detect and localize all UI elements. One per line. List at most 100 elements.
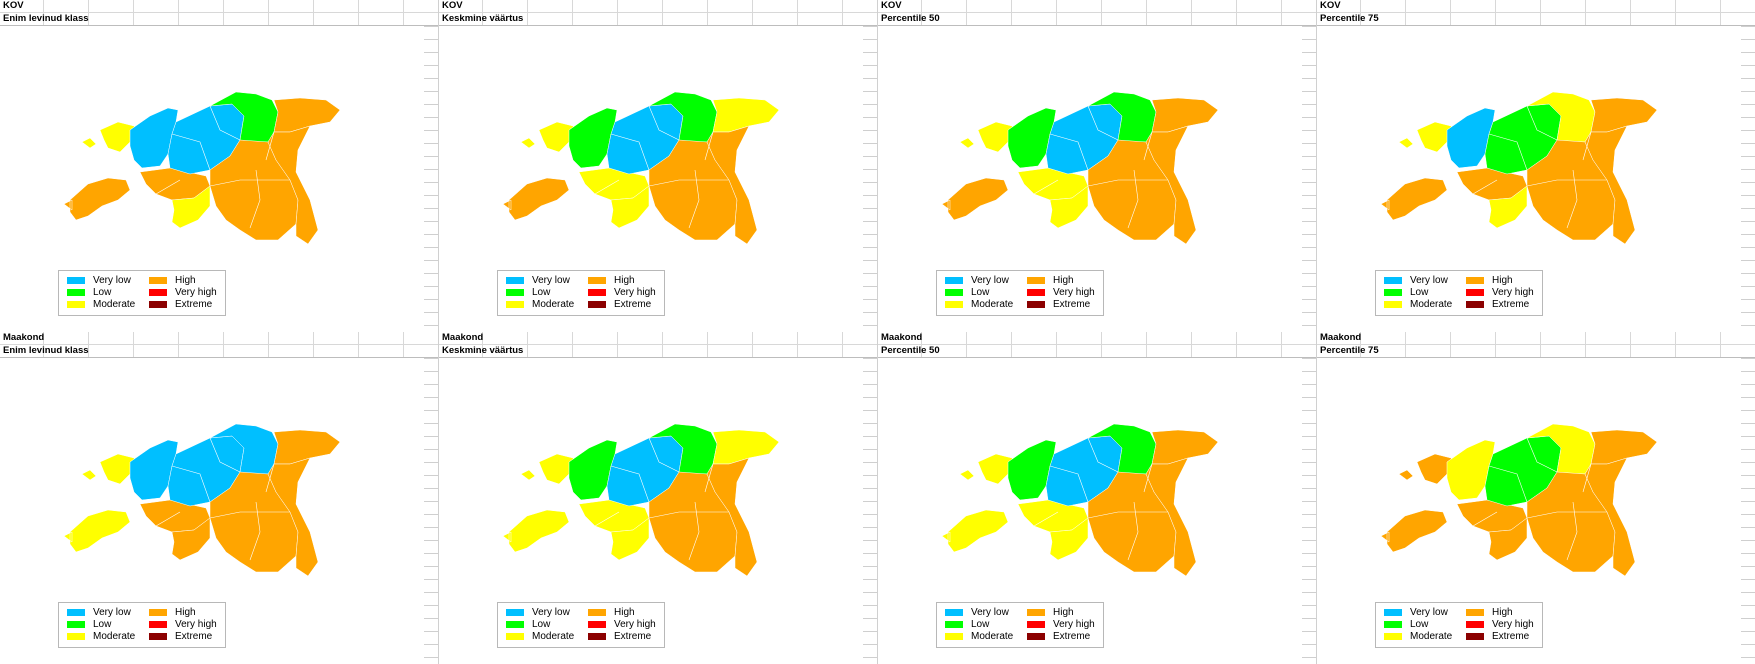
legend-label: High xyxy=(175,275,196,286)
legend-swatch-high xyxy=(1466,277,1484,284)
region-saaremaa xyxy=(1380,509,1448,553)
region-islands xyxy=(520,121,578,153)
legend-swatch-low xyxy=(506,621,524,628)
region-east xyxy=(1584,125,1636,245)
legend-swatch-very-low xyxy=(67,277,85,284)
sheet-row xyxy=(878,332,1316,345)
region-ida xyxy=(1590,97,1658,133)
lake-peipus xyxy=(735,144,751,186)
lake-peipus xyxy=(1613,144,1629,186)
legend-swatch-low xyxy=(1384,621,1402,628)
legend-swatch-moderate xyxy=(945,301,963,308)
lake-peipus xyxy=(296,476,312,518)
legend-swatch-high xyxy=(1027,609,1045,616)
county-boundary xyxy=(155,105,290,229)
sheet-gridlines xyxy=(1741,26,1755,332)
sheet-row xyxy=(439,0,877,13)
sheet-row xyxy=(439,345,877,358)
sheet-row xyxy=(439,13,877,26)
map-legend: Very low Low Moderate High Very high Ext… xyxy=(936,602,1104,648)
legend-swatch-very-low xyxy=(945,277,963,284)
region-ida xyxy=(712,429,780,465)
legend-label: Very high xyxy=(1053,619,1095,630)
sheet-gridlines xyxy=(863,26,877,332)
panel-stat-label: Enim levinud klass xyxy=(3,345,89,356)
panel-unit-label: KOV xyxy=(3,0,24,11)
legend-label: Moderate xyxy=(532,299,575,310)
legend-swatch-extreme xyxy=(149,301,167,308)
estonia-map xyxy=(1380,91,1658,245)
region-ida xyxy=(273,97,341,133)
region-islands xyxy=(959,453,1017,485)
legend-swatch-very-high xyxy=(149,621,167,628)
legend-swatch-moderate xyxy=(945,633,963,640)
sheet-gridlines xyxy=(424,358,438,664)
legend-swatch-very-high xyxy=(588,621,606,628)
legend-swatch-very-low xyxy=(506,277,524,284)
lake-peipus xyxy=(735,476,751,518)
legend-label: Low xyxy=(1410,287,1429,298)
legend-label: Low xyxy=(532,619,551,630)
legend-swatch-extreme xyxy=(1027,301,1045,308)
legend-label: Low xyxy=(971,287,990,298)
region-ida xyxy=(273,429,341,465)
legend-swatch-moderate xyxy=(67,633,85,640)
map-panel-mk-mean: Maakond Keskmine väärtus Very low Low xyxy=(439,332,878,664)
legend-swatch-very-low xyxy=(506,609,524,616)
legend-label: Extreme xyxy=(175,631,213,642)
sheet-row xyxy=(439,332,877,345)
legend-swatch-high xyxy=(1466,609,1484,616)
region-saaremaa xyxy=(941,177,1009,221)
legend-label: Low xyxy=(93,619,112,630)
sheet-row xyxy=(878,345,1316,358)
region-islands xyxy=(81,121,139,153)
legend-label: Very low xyxy=(532,607,570,618)
legend-label: Very low xyxy=(1410,275,1448,286)
region-ida xyxy=(1590,429,1658,465)
county-boundary xyxy=(594,105,729,229)
panel-stat-label: Keskmine väärtus xyxy=(442,13,524,24)
legend-swatch-very-high xyxy=(1027,289,1045,296)
legend-label: Extreme xyxy=(175,299,213,310)
sheet-gridlines xyxy=(1302,26,1316,332)
legend-label: Very low xyxy=(93,275,131,286)
county-boundary xyxy=(1033,437,1168,561)
region-southwest xyxy=(171,517,211,561)
region-east xyxy=(1584,457,1636,577)
region-east xyxy=(267,457,319,577)
legend-label: Very high xyxy=(614,619,656,630)
legend-swatch-extreme xyxy=(1466,301,1484,308)
lake-peipus xyxy=(296,144,312,186)
estonia-map xyxy=(63,423,341,577)
sheet-gridlines xyxy=(1302,358,1316,664)
legend-label: Moderate xyxy=(1410,631,1453,642)
legend-label: Extreme xyxy=(1053,631,1091,642)
map-panel-mk-mode: Maakond Enim levinud klass Very low L xyxy=(0,332,439,664)
region-southwest xyxy=(610,185,650,229)
region-islands xyxy=(1398,121,1456,153)
legend-swatch-extreme xyxy=(1027,633,1045,640)
legend-swatch-moderate xyxy=(506,633,524,640)
legend-swatch-moderate xyxy=(1384,633,1402,640)
region-saaremaa xyxy=(502,509,570,553)
legend-swatch-low xyxy=(945,621,963,628)
region-east xyxy=(1145,125,1197,245)
legend-label: Extreme xyxy=(1492,299,1530,310)
legend-swatch-high xyxy=(588,609,606,616)
region-east xyxy=(267,125,319,245)
panel-unit-label: Maakond xyxy=(442,332,484,343)
map-panel-kov-mode: KOV Enim levinud klass Very low Low xyxy=(0,0,439,332)
estonia-map xyxy=(1380,423,1658,577)
county-boundary xyxy=(594,437,729,561)
sheet-row xyxy=(1317,13,1755,26)
legend-swatch-very-high xyxy=(149,289,167,296)
legend-label: Very high xyxy=(614,287,656,298)
sheet-row xyxy=(878,13,1316,26)
panel-stat-label: Percentile 50 xyxy=(881,345,940,356)
legend-label: Extreme xyxy=(1492,631,1530,642)
legend-swatch-high xyxy=(1027,277,1045,284)
legend-label: High xyxy=(1053,607,1074,618)
estonia-map xyxy=(941,423,1219,577)
region-southwest xyxy=(1049,517,1089,561)
region-saaremaa xyxy=(63,509,131,553)
